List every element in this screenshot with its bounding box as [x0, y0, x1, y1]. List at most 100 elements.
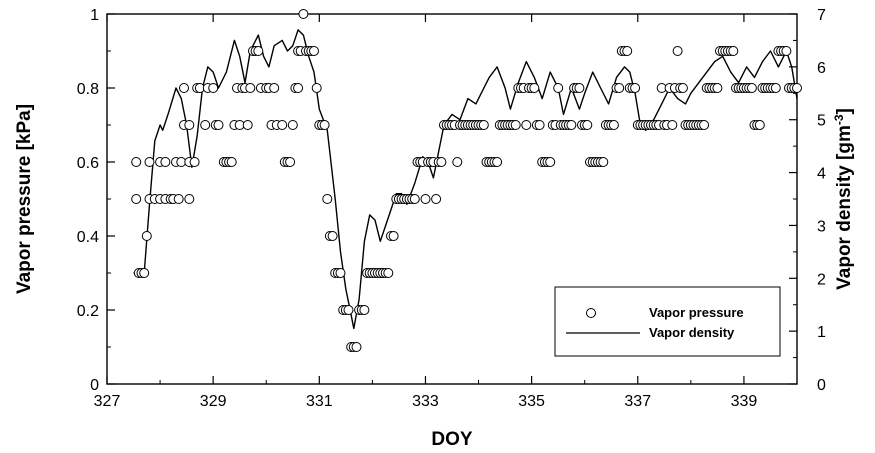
- vapor-pressure-point: [478, 120, 489, 130]
- vapor-pressure-point: [431, 194, 442, 204]
- vapor-pressure-point: [746, 83, 757, 93]
- vapor-pressure-point: [139, 268, 150, 278]
- y-axis-title: Vapor pressure [kPa]: [14, 104, 35, 294]
- vapor-pressure-point: [208, 83, 219, 93]
- y-tick-label: 0: [90, 377, 99, 394]
- vapor-pressure-point: [287, 120, 298, 130]
- vapor-pressure-point: [529, 83, 540, 93]
- vapor-pressure-point: [492, 157, 503, 167]
- x-axis-title: DOY: [431, 429, 473, 450]
- vapor-pressure-point: [677, 83, 688, 93]
- vapor-pressure-point: [160, 157, 171, 167]
- vapor-pressure-point: [383, 268, 394, 278]
- y-tick-label: 0.8: [77, 81, 99, 98]
- vapor-pressure-point: [712, 83, 723, 93]
- legend-vapor-pressure-marker: [586, 308, 596, 318]
- vapor-pressure-point: [311, 83, 322, 93]
- vapor-pressure-point: [277, 120, 288, 130]
- vapor-pressure-point: [436, 157, 447, 167]
- y2-tick-label: 1: [817, 324, 826, 341]
- vapor-pressure-point: [770, 83, 781, 93]
- vapor-pressure-series: [131, 9, 802, 352]
- y-tick-label: 0.2: [77, 303, 99, 320]
- vapor-pressure-point: [253, 46, 264, 56]
- vapor-pressure-point: [173, 194, 184, 204]
- vapor-pressure-point: [582, 120, 593, 130]
- y2-tick-label: 4: [817, 166, 826, 183]
- vapor-pressure-point: [521, 120, 532, 130]
- vapor-pressure-point: [131, 157, 142, 167]
- y2-tick-label: 0: [817, 377, 826, 394]
- vapor-pressure-point: [781, 46, 792, 56]
- vapor-pressure-point: [184, 194, 195, 204]
- vapor-pressure-point: [189, 157, 200, 167]
- y-axis-ticks: 0 0.2 0.4 0.6 0.8 1: [77, 7, 115, 394]
- x-axis-ticks: 327 329 331 333 335 337 339: [94, 14, 758, 410]
- vapor-pressure-point: [574, 83, 585, 93]
- vapor-pressure-point: [728, 46, 739, 56]
- x-tick-label: 337: [624, 393, 651, 410]
- x-tick-label: 339: [731, 393, 758, 410]
- x-tick-label: 333: [412, 393, 439, 410]
- vapor-pressure-point: [245, 83, 256, 93]
- vapor-pressure-point: [553, 83, 564, 93]
- vapor-pressure-point: [269, 83, 280, 93]
- vapor-pressure-point: [200, 120, 211, 130]
- y2-tick-label: 3: [817, 218, 826, 235]
- y2-tick-label: 6: [817, 60, 826, 77]
- vapor-pressure-point: [754, 120, 765, 130]
- vapor-pressure-point: [614, 83, 625, 93]
- vapor-pressure-point: [534, 120, 545, 130]
- vapor-pressure-point: [792, 83, 802, 93]
- vapor-pressure-point: [622, 46, 633, 56]
- vapor-pressure-point: [144, 157, 155, 167]
- vapor-pressure-point: [242, 120, 253, 130]
- vapor-pressure-point: [388, 231, 399, 241]
- y2-axis-title-main: Vapor density [gm: [834, 125, 855, 290]
- y2-axis-ticks: 0 1 2 3 4 5 6 7: [789, 7, 826, 394]
- vapor-pressure-point: [699, 120, 710, 130]
- vapor-pressure-point: [293, 83, 304, 93]
- y2-axis-title-sup: -3: [832, 114, 846, 125]
- y-tick-label: 1: [90, 7, 99, 24]
- vapor-pressure-point: [598, 157, 609, 167]
- vapor-pressure-point: [179, 83, 189, 93]
- vapor-pressure-point: [309, 46, 319, 56]
- vapor-pressure-point: [510, 120, 521, 130]
- vapor-pressure-point: [298, 9, 309, 19]
- legend-box: [554, 286, 781, 357]
- vapor-pressure-point: [184, 120, 195, 130]
- vapor-pressure-point: [630, 83, 641, 93]
- y2-axis-title: Vapor density [gm-3]: [832, 108, 855, 290]
- vapor-density-line: [133, 29, 798, 330]
- vapor-pressure-point: [343, 305, 354, 315]
- y-tick-label: 0.6: [77, 155, 99, 172]
- vapor-pressure-point: [351, 342, 362, 352]
- vapor-pressure-point: [672, 46, 683, 56]
- vapor-pressure-point: [226, 157, 237, 167]
- vapor-pressure-point: [566, 120, 577, 130]
- y2-tick-label: 5: [817, 113, 826, 130]
- vapor-pressure-point: [327, 231, 338, 241]
- y-tick-label: 0.4: [77, 229, 99, 246]
- vapor-pressure-point: [452, 157, 463, 167]
- vapor-pressure-point: [420, 194, 431, 204]
- y2-tick-label: 7: [817, 7, 826, 24]
- vapor-pressure-point: [322, 194, 333, 204]
- x-tick-label: 331: [306, 393, 333, 410]
- vapor-pressure-point: [213, 120, 224, 130]
- vapor-pressure-point: [359, 305, 370, 315]
- legend-vapor-density-label: Vapor density: [649, 325, 735, 340]
- vapor-pressure-point: [319, 120, 330, 130]
- x-tick-label: 327: [94, 393, 121, 410]
- legend-vapor-pressure-label: Vapor pressure: [649, 305, 744, 320]
- vapor-pressure-point: [285, 157, 296, 167]
- x-tick-label: 329: [200, 393, 227, 410]
- vapor-pressure-point: [409, 194, 420, 204]
- vapor-pressure-point: [335, 268, 346, 278]
- y2-tick-label: 2: [817, 271, 826, 288]
- vapor-pressure-point: [608, 120, 619, 130]
- vapor-pressure-point: [131, 194, 142, 204]
- legend: Vapor pressure Vapor density: [554, 286, 781, 357]
